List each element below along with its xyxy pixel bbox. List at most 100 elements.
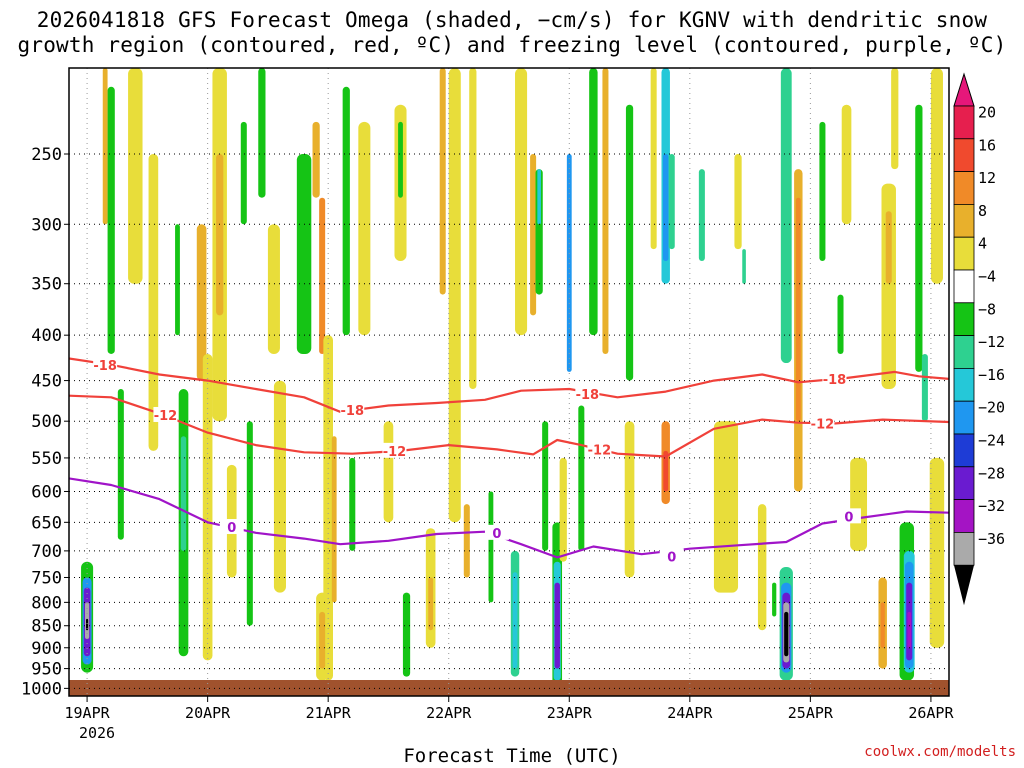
omega-cell-47 — [891, 68, 899, 170]
omega-cell-12 — [663, 450, 669, 492]
omega-cell-49 — [772, 582, 777, 617]
omega-cell-82 — [383, 421, 394, 523]
contour-label-bg-6 — [587, 441, 612, 457]
omega-cell-43 — [819, 121, 826, 262]
omega-cell-70 — [296, 154, 312, 354]
y-tick-label-250: 250 — [31, 145, 62, 165]
x-tick-label-1: 20APR — [185, 704, 231, 722]
omega-cell-85 — [402, 592, 411, 677]
colorbar-bin-1 — [953, 138, 975, 173]
colorbar-bin-3 — [953, 203, 975, 238]
colorbar-label-4: 4 — [978, 235, 987, 253]
omega-cell-46 — [850, 457, 868, 551]
contour-line-1 — [69, 394, 949, 458]
omega-cell-37 — [624, 421, 635, 578]
contour-label-bg-7 — [810, 415, 835, 431]
omega-cell-58 — [175, 224, 180, 336]
colorbar-label-6: −8 — [978, 300, 996, 318]
colorbar-top-arrow — [953, 72, 975, 107]
contour-label-2: -18 — [576, 388, 600, 403]
omega-cell-13 — [668, 154, 675, 250]
omega-cell-96 — [439, 68, 446, 295]
y-tick-label-450: 450 — [31, 372, 62, 392]
contour-label-8: 0 — [227, 521, 236, 536]
contour-label-bg-3 — [822, 370, 847, 386]
colorbar-label-8: −16 — [978, 366, 1005, 384]
omega-cell-67 — [246, 421, 253, 626]
omega-cell-72 — [319, 197, 326, 354]
contour-label-10: 0 — [667, 550, 676, 565]
colorbar-label-0: 20 — [978, 103, 996, 121]
y-tick-label-700: 700 — [31, 542, 62, 562]
colorbar-label-7: −12 — [978, 333, 1005, 351]
omega-cell-34 — [448, 68, 461, 523]
y-tick-label-500: 500 — [31, 412, 62, 432]
contour-label-3: -18 — [823, 373, 847, 388]
credit-link[interactable]: coolwx.com/modelts — [864, 744, 1016, 760]
contour-label-1: -18 — [341, 404, 365, 419]
omega-cell-97 — [578, 405, 585, 551]
omega-cell-32 — [930, 68, 943, 284]
contour-label-4: -12 — [154, 409, 178, 424]
colorbar-bin-4 — [953, 236, 975, 271]
contour-label-bg-11 — [836, 508, 861, 524]
colorbar-bin-2 — [953, 171, 975, 205]
omega-cell-45 — [841, 104, 852, 225]
colorbar-bin-7 — [953, 335, 975, 369]
colorbar-bin-8 — [953, 367, 975, 402]
omega-cell-68 — [273, 380, 286, 593]
colorbar-label-5: −4 — [978, 267, 996, 285]
colorbar-label-13: −36 — [978, 530, 1005, 548]
omega-cell-81 — [349, 457, 356, 551]
colorbar-bin-6 — [953, 302, 975, 336]
colorbar-bin-0 — [953, 105, 975, 140]
contour-label-7: -12 — [811, 417, 835, 432]
omega-cell-38 — [650, 68, 657, 250]
colorbar-label-10: −24 — [978, 431, 1005, 449]
omega-cell-42 — [742, 249, 746, 284]
y-tick-label-300: 300 — [31, 215, 62, 235]
omega-cell-55 — [148, 154, 159, 451]
omega-cell-31 — [880, 602, 885, 648]
y-tick-label-1000: 1000 — [21, 679, 62, 699]
omega-cell-91 — [512, 572, 518, 669]
contour-label-bg-5 — [382, 442, 407, 458]
contour-label-5: -12 — [383, 445, 407, 460]
omega-cell-36 — [625, 104, 634, 381]
omega-cell-52 — [107, 86, 115, 354]
omega-cell-62 — [202, 353, 213, 661]
contour-label-bg-2 — [575, 386, 600, 402]
x-axis-year-label: 2026 — [79, 724, 115, 742]
omega-cell-80 — [398, 121, 403, 198]
omega-cell-88 — [515, 68, 528, 336]
contour-label-bg-4 — [153, 406, 178, 422]
omega-cell-86 — [488, 491, 494, 603]
y-tick-label-650: 650 — [31, 513, 62, 533]
contour-label-bg-0 — [93, 356, 118, 372]
omega-cell-98 — [463, 504, 470, 578]
omega-cell-8 — [566, 154, 572, 372]
omega-cell-39 — [602, 68, 609, 354]
y-tick-label-950: 950 — [31, 660, 62, 680]
chart-title-line1: 2026041818 GFS Forecast Omega (shaded, −… — [36, 8, 988, 32]
colorbar-bin-10 — [953, 433, 975, 468]
colorbar-label-11: −28 — [978, 464, 1005, 482]
omega-cell-29 — [885, 211, 892, 284]
colorbar-bin-5 — [953, 269, 975, 304]
omega-cell-74 — [331, 436, 337, 603]
contour-label-bg-10 — [659, 548, 684, 564]
y-tick-label-400: 400 — [31, 326, 62, 346]
y-tick-label-750: 750 — [31, 568, 62, 588]
contour-label-9: 0 — [492, 527, 501, 542]
omega-cell-7 — [554, 582, 560, 669]
omega-cell-89 — [530, 154, 537, 316]
colorbar-bin-11 — [953, 466, 975, 500]
omega-cell-60 — [216, 154, 224, 316]
omega-cell-65 — [258, 68, 266, 198]
plot-frame — [68, 67, 950, 697]
x-tick-label-0: 19APR — [65, 704, 111, 722]
x-tick-label-3: 22APR — [426, 704, 472, 722]
omega-cell-14 — [780, 68, 792, 364]
x-tick-label-4: 23APR — [547, 704, 593, 722]
colorbar-bin-9 — [953, 400, 975, 435]
